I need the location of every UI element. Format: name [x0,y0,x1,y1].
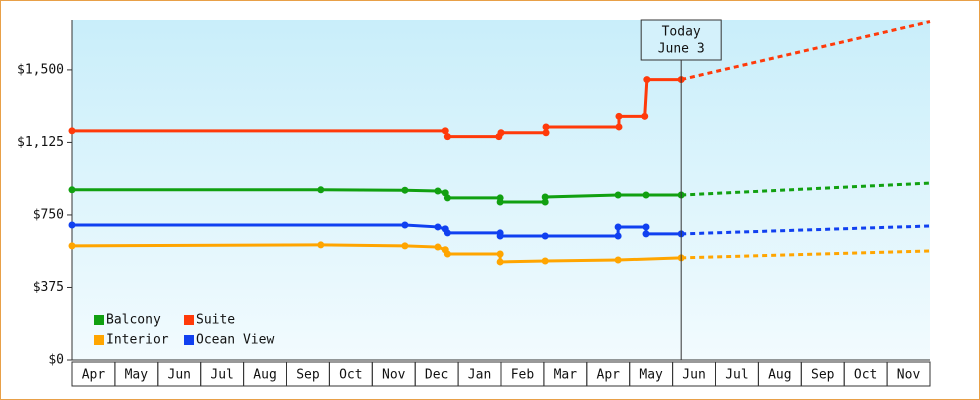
point [401,186,409,194]
y-tick-label: $375 [33,280,64,295]
point [614,223,622,231]
point [614,256,622,264]
x-tick-label: Nov [382,368,406,383]
x-tick-label: May [125,368,149,383]
legend-label: Balcony [106,313,161,328]
point [68,127,76,135]
x-tick-label: Feb [511,368,535,383]
x-tick-label: Nov [897,368,921,383]
point [443,133,451,141]
point [401,242,409,250]
x-tick-label: Mar [554,368,578,383]
x-tick-label: Jul [210,368,233,383]
today-label: Today [662,25,701,40]
point [434,243,442,251]
point [496,232,504,240]
point [441,127,449,135]
x-tick-label: Dec [425,368,448,383]
x-tick-label: Sep [296,368,320,383]
legend-swatch [184,315,194,325]
y-tick-label: $1,125 [17,135,64,150]
x-tick-label: Oct [854,368,877,383]
point [643,76,651,84]
point [68,221,76,229]
forecast-line [680,20,931,82]
today-label: June 3 [658,42,705,57]
point [401,221,409,229]
point [541,198,549,206]
legend-swatch [184,335,194,345]
point [542,123,550,131]
legend-label: Suite [196,313,235,328]
point [443,194,451,202]
point [541,232,549,240]
x-tick-label: Apr [597,368,621,383]
y-tick-label: $750 [33,207,64,222]
x-tick-label: Aug [768,368,791,383]
point [443,250,451,258]
point [443,229,451,237]
x-tick-label: Jun [168,368,191,383]
point [434,187,442,195]
point [614,232,622,240]
legend-label: Ocean View [196,333,274,348]
month-cell [886,361,931,387]
x-tick-label: May [639,368,663,383]
forecast-line [681,249,931,260]
y-tick-label: $0 [48,353,64,368]
x-tick-label: Jun [682,368,705,383]
x-tick-label: Jul [725,368,748,383]
point [496,250,504,258]
x-tick-label: Oct [339,368,362,383]
point [642,191,650,199]
point [496,258,504,266]
legend-swatch [94,315,104,325]
x-tick-label: Sep [811,368,835,383]
x-tick-label: Jan [468,368,491,383]
point [434,223,442,231]
point [642,230,650,238]
x-tick-label: Apr [82,368,106,383]
point [542,129,550,137]
point [614,191,622,199]
forecast-line [681,224,931,236]
point [641,112,649,120]
point [615,123,623,131]
point [496,198,504,206]
point [642,223,650,231]
point [68,186,76,194]
point [68,242,76,250]
point [541,193,549,201]
today-box [640,19,722,61]
legend-swatch [94,335,104,345]
legend-label: Interior [106,333,169,348]
forecast-line [681,181,931,197]
point [317,241,325,249]
y-tick-label: $1,500 [17,62,64,77]
point [497,129,505,137]
point [615,112,623,120]
point [317,186,325,194]
x-tick-label: Aug [253,368,276,383]
point [541,257,549,265]
